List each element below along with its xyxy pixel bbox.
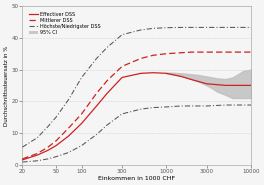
X-axis label: Einkommen in 1000 CHF: Einkommen in 1000 CHF bbox=[98, 176, 175, 181]
Y-axis label: Durchschnittssteuersatz in %: Durchschnittssteuersatz in % bbox=[4, 45, 9, 126]
Legend: Effectiver DSS, Mittlerer DSS, Höchste/Niedrigster DSS, 95% CI: Effectiver DSS, Mittlerer DSS, Höchste/N… bbox=[27, 10, 102, 37]
